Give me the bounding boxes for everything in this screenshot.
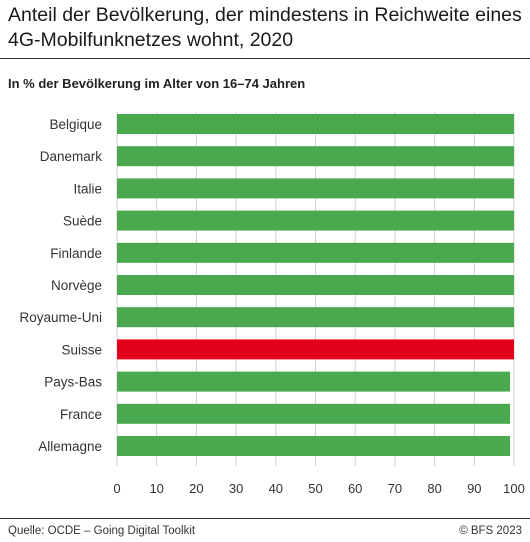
bars <box>117 114 514 456</box>
bar <box>117 339 514 360</box>
bar <box>117 210 514 231</box>
source-note: Quelle: OCDE – Going Digital Toolkit <box>8 525 196 537</box>
x-tick-label: 80 <box>427 481 441 496</box>
category-labels: Belgique Danemark Italie Suède Finlande Norvè… <box>19 117 102 454</box>
copyright-note: © BFS 2023 <box>459 525 522 537</box>
x-tick-label: 30 <box>229 481 243 496</box>
category-label: Italie <box>73 181 102 196</box>
x-tick-label: 20 <box>189 481 203 496</box>
chart-subtitle: In % der Bevölkerung im Alter von 16–74 … <box>8 76 306 91</box>
x-tick-label: 90 <box>467 481 481 496</box>
x-tick-label: 40 <box>269 481 283 496</box>
bar <box>117 242 514 263</box>
x-tick-label: 10 <box>149 481 163 496</box>
footer-divider <box>0 518 530 519</box>
bar <box>117 307 514 328</box>
x-tick-label: 50 <box>308 481 322 496</box>
bar <box>117 371 511 392</box>
category-label: Danemark <box>40 149 103 164</box>
category-label: Norvège <box>51 278 102 293</box>
x-tick-label: 70 <box>388 481 402 496</box>
chart-title: Anteil der Bevölkerung, der mindestens i… <box>8 4 522 51</box>
category-label: Pays-Bas <box>44 375 102 390</box>
category-label: Belgique <box>49 117 102 132</box>
bar <box>117 403 511 424</box>
bar <box>117 275 514 295</box>
bar <box>117 146 514 167</box>
x-tick-label: 60 <box>348 481 362 496</box>
category-label: Allemagne <box>38 439 102 454</box>
x-axis-ticks: 0 10 20 30 40 50 60 70 80 90 100 <box>113 481 524 496</box>
x-tick-label: 100 <box>503 481 525 496</box>
bar <box>117 178 514 199</box>
category-label: Suède <box>63 214 102 229</box>
category-label: France <box>60 407 102 422</box>
x-tick-label: 0 <box>113 481 120 496</box>
bar-chart: Belgique Danemark Italie Suède Finlande Norvè… <box>19 112 525 496</box>
bar <box>117 436 511 456</box>
category-label: Suisse <box>61 342 102 357</box>
title-divider <box>0 58 530 59</box>
category-label: Finlande <box>50 246 102 261</box>
bar <box>117 114 514 134</box>
category-label: Royaume-Uni <box>19 310 102 325</box>
